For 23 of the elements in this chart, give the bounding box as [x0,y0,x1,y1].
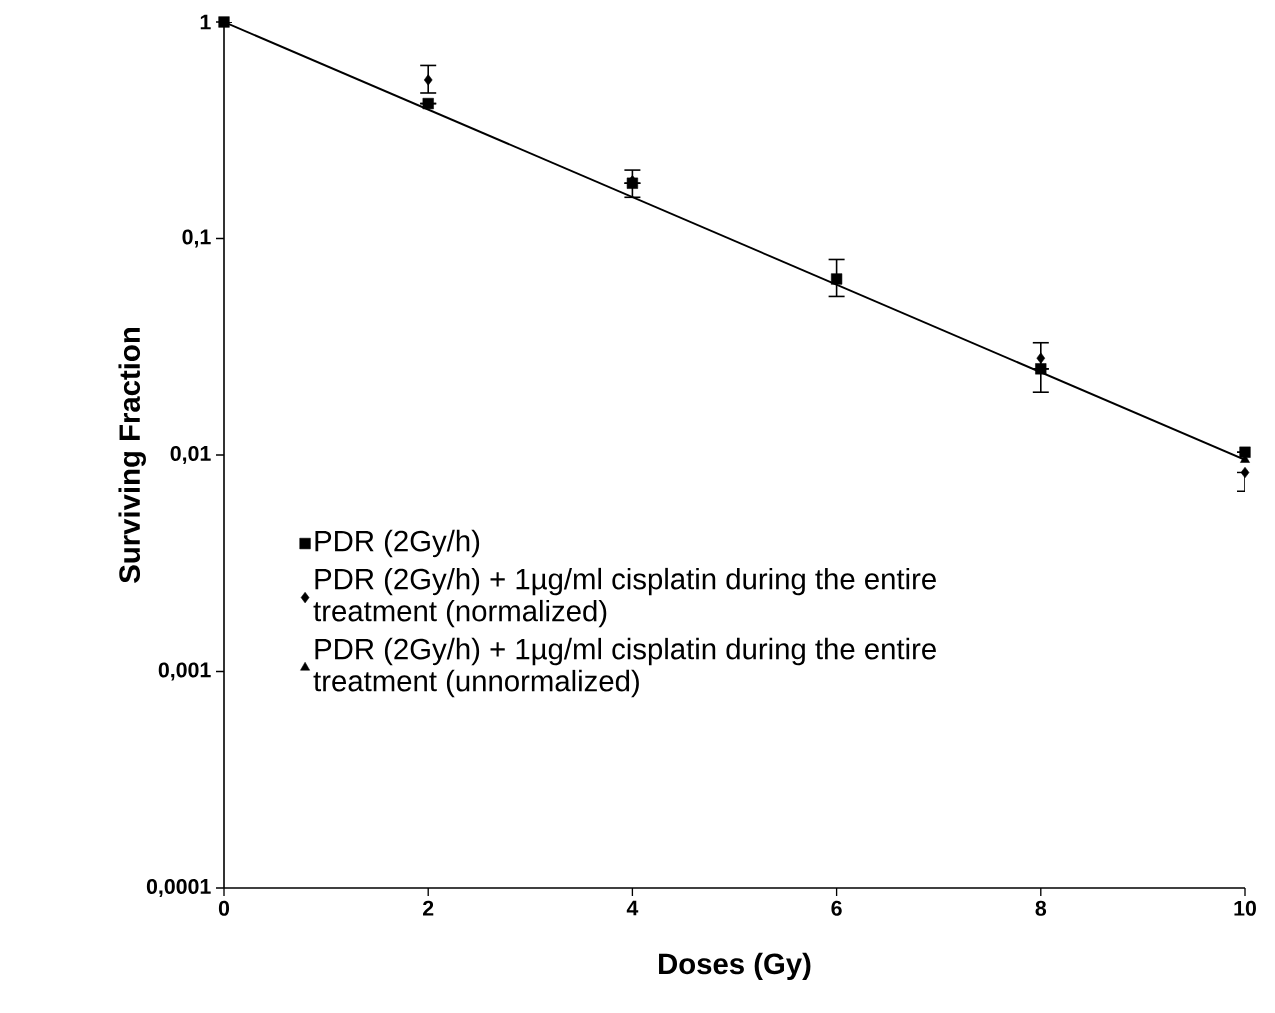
x-tick-label: 10 [1234,900,1256,916]
legend-label: PDR (2Gy/h) + 1µg/ml cisplatin during the entire treatment (unnormalized) [313,637,936,698]
y-tick-label: 0,001 [158,662,211,681]
point [422,97,434,110]
y-tick-label: 0,0001 [146,878,211,898]
x-axis-title: Doses (Gy) [659,952,811,981]
x-tick-label: 4 [626,900,639,916]
x-tick-label: 8 [1035,900,1047,916]
point [1036,352,1046,364]
legend-label: PDR (2Gy/h) + 1µg/ml cisplatin during the entire treatment (normalized) [313,567,936,628]
y-axis-title: Surviving Fraction [118,328,146,583]
legend-label: PDR (2Gy/h) [315,529,480,558]
x-tick-label: 2 [423,900,434,916]
point [218,16,230,28]
x-tick-label: 6 [831,900,842,916]
y-tick-label: 0,1 [182,229,211,248]
point [1035,363,1047,375]
point [1240,466,1250,479]
y-tick-label: 0,01 [170,445,211,465]
y-tick-label: 1 [200,14,211,30]
point [831,273,843,285]
x-tick-label: 0 [218,900,230,916]
point [423,74,433,86]
